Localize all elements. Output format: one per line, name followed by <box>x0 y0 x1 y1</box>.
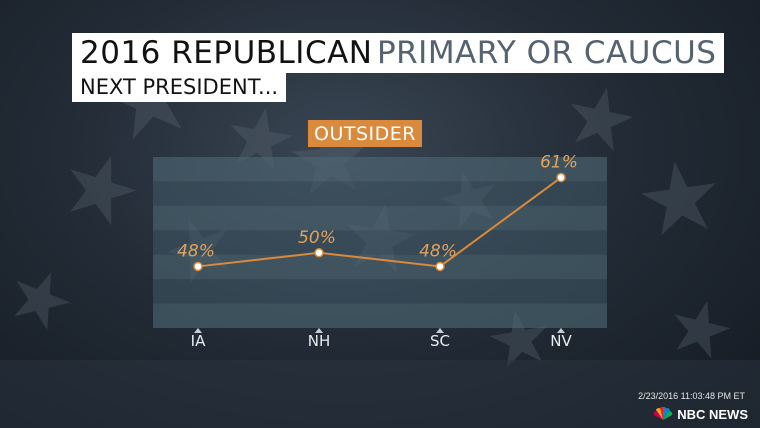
tick-marker <box>557 328 565 333</box>
chart-subtitle: NEXT PRESIDENT... <box>80 75 279 99</box>
tick-marker <box>315 328 323 333</box>
x-tick-label: NH <box>308 332 331 350</box>
x-tick-label: SC <box>430 332 450 350</box>
x-tick-label: IA <box>191 332 206 350</box>
data-label: 61% <box>540 153 578 173</box>
series-tag-label: OUTSIDER <box>314 122 416 145</box>
data-point <box>556 172 566 183</box>
brand-name: NBC NEWS <box>677 406 748 422</box>
timestamp: 2/23/2016 11:03:48 PM ET <box>638 391 745 401</box>
data-label: 48% <box>177 241 215 261</box>
tick-marker <box>436 328 444 333</box>
data-point <box>193 261 203 272</box>
subtitle-banner: NEXT PRESIDENT... <box>72 73 287 102</box>
grid-band <box>153 303 607 328</box>
x-tick-label: NV <box>550 332 572 350</box>
nbc-peacock-icon <box>654 407 673 420</box>
data-label: 50% <box>298 228 336 248</box>
grid-band <box>153 157 607 182</box>
nbc-news-logo: NBC NEWS <box>653 405 748 423</box>
series-tag: OUTSIDER <box>308 120 422 147</box>
chart-title-part1: 2016 REPUBLICAN <box>80 35 373 71</box>
tick-marker <box>194 328 202 333</box>
grid-band <box>153 205 607 231</box>
plot-area <box>153 157 607 328</box>
title-banner: 2016 REPUBLICAN PRIMARY OR CAUCUS <box>72 33 725 73</box>
data-point <box>314 248 324 258</box>
series-line <box>197 176 562 268</box>
data-label: 48% <box>419 241 457 261</box>
grid-band <box>153 254 607 280</box>
chart-title-part2: PRIMARY OR CAUCUS <box>376 35 717 71</box>
data-point <box>435 261 445 272</box>
